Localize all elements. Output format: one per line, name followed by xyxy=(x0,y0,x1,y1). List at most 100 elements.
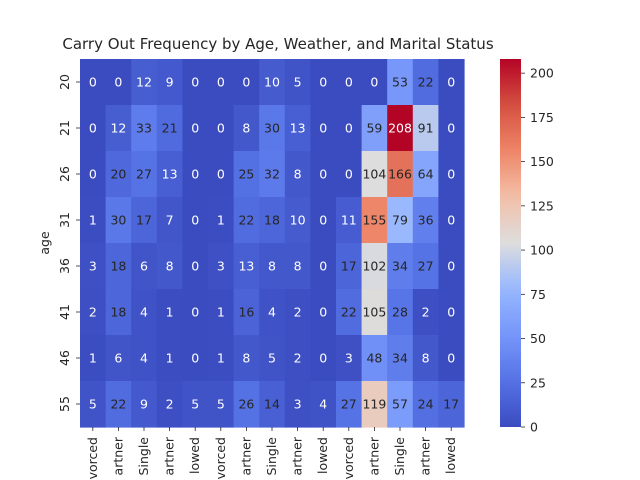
heatmap-cell xyxy=(105,105,132,152)
heatmap-cell xyxy=(182,197,209,244)
heatmap-cell xyxy=(182,151,209,198)
cell-value-label: 27 xyxy=(136,167,152,182)
cell-value-label: 0 xyxy=(191,75,199,90)
cell-value-label: 53 xyxy=(392,75,408,90)
cell-value-label: 0 xyxy=(191,351,199,366)
heatmap-cell xyxy=(284,289,311,336)
heatmap-cell xyxy=(412,197,439,244)
heatmap-cell xyxy=(105,243,132,290)
y-axis: 20 21 26 31 36 41 46 55 xyxy=(57,74,80,412)
x-tick-label: artner xyxy=(366,436,381,475)
heatmap-cell xyxy=(412,243,439,290)
cell-value-label: 0 xyxy=(217,121,225,136)
cell-value-label: 20 xyxy=(110,167,126,182)
heatmap-cell xyxy=(208,151,235,198)
heatmap-cell xyxy=(387,59,414,106)
cell-value-label: 27 xyxy=(418,259,434,274)
colorbar-tick-label: 175 xyxy=(530,110,554,125)
cell-value-label: 1 xyxy=(89,351,97,366)
heatmap-cell xyxy=(336,151,363,198)
cell-value-label: 0 xyxy=(319,259,327,274)
colorbar-gradient xyxy=(500,59,521,427)
heatmap-cell xyxy=(208,381,235,428)
cell-value-label: 22 xyxy=(238,213,254,228)
chart-title: Carry Out Frequency by Age, Weather, and… xyxy=(62,35,493,53)
cell-value-label: 0 xyxy=(447,121,455,136)
cell-value-label: 0 xyxy=(447,213,455,228)
heatmap-cell xyxy=(412,151,439,198)
heatmap-cell xyxy=(259,243,286,290)
cell-value-label: 104 xyxy=(362,167,386,182)
heatmap-cell xyxy=(412,335,439,382)
cell-value-label: 18 xyxy=(110,259,126,274)
heatmap-cell xyxy=(182,335,209,382)
heatmap-cell xyxy=(387,105,414,152)
cell-value-label: 8 xyxy=(166,259,174,274)
cell-value-label: 64 xyxy=(418,167,434,182)
heatmap-cell xyxy=(310,381,337,428)
cell-value-label: 8 xyxy=(242,121,250,136)
cell-value-label: 59 xyxy=(366,121,382,136)
x-tick-label: lowed xyxy=(443,437,458,474)
y-tick-label: 36 xyxy=(57,258,72,274)
x-tick-label: Single xyxy=(392,437,407,476)
heatmap-cell xyxy=(387,289,414,336)
cell-value-label: 34 xyxy=(392,259,408,274)
y-tick-label: 31 xyxy=(57,212,72,228)
heatmap-cell xyxy=(387,151,414,198)
cell-value-label: 0 xyxy=(89,167,97,182)
heatmap-cell xyxy=(438,105,465,152)
heatmap-cell xyxy=(259,289,286,336)
cell-value-label: 2 xyxy=(166,397,174,412)
heatmap-cell xyxy=(336,105,363,152)
cell-value-label: 32 xyxy=(264,167,280,182)
cell-value-label: 0 xyxy=(447,167,455,182)
cell-value-label: 3 xyxy=(294,397,302,412)
heatmap-cell xyxy=(259,381,286,428)
cell-value-label: 8 xyxy=(242,351,250,366)
cell-value-label: 13 xyxy=(162,167,178,182)
heatmap-cell xyxy=(80,151,107,198)
cell-value-label: 0 xyxy=(447,351,455,366)
heatmap-cell xyxy=(105,59,132,106)
cell-value-label: 8 xyxy=(294,259,302,274)
heatmap-cell xyxy=(336,289,363,336)
x-tick-label: lowed xyxy=(315,437,330,474)
colorbar xyxy=(500,59,521,427)
colorbar-tick-label: 100 xyxy=(530,243,554,258)
cell-value-label: 4 xyxy=(140,351,148,366)
cell-value-label: 22 xyxy=(341,305,357,320)
heatmap-cell xyxy=(284,197,311,244)
colorbar-tick-label: 150 xyxy=(530,154,554,169)
heatmap-cell xyxy=(156,335,183,382)
cell-value-label: 2 xyxy=(89,305,97,320)
heatmap-cell xyxy=(361,105,388,152)
heatmap-cell xyxy=(361,197,388,244)
cell-value-label: 0 xyxy=(242,75,250,90)
heatmap-cell xyxy=(131,289,158,336)
cell-value-label: 0 xyxy=(89,75,97,90)
y-tick-label: 26 xyxy=(57,166,72,182)
cell-value-label: 48 xyxy=(366,351,382,366)
heatmap-cell xyxy=(131,335,158,382)
cell-value-label: 28 xyxy=(392,305,408,320)
heatmap-cell xyxy=(156,243,183,290)
heatmap-cell xyxy=(131,381,158,428)
cell-value-label: 30 xyxy=(110,213,126,228)
heatmap-cell xyxy=(131,197,158,244)
cell-value-label: 4 xyxy=(319,397,327,412)
cell-value-label: 0 xyxy=(191,213,199,228)
heatmap-cell xyxy=(156,381,183,428)
cell-value-label: 1 xyxy=(166,305,174,320)
cell-value-label: 0 xyxy=(191,305,199,320)
heatmap-cell xyxy=(438,243,465,290)
cell-value-label: 12 xyxy=(136,75,152,90)
colorbar-tick-label: 0 xyxy=(530,420,538,435)
heatmap-cell xyxy=(336,335,363,382)
cell-value-label: 0 xyxy=(217,75,225,90)
cell-value-label: 11 xyxy=(341,213,357,228)
cell-value-label: 16 xyxy=(238,305,254,320)
heatmap-cell xyxy=(208,289,235,336)
heatmap-cell xyxy=(208,105,235,152)
